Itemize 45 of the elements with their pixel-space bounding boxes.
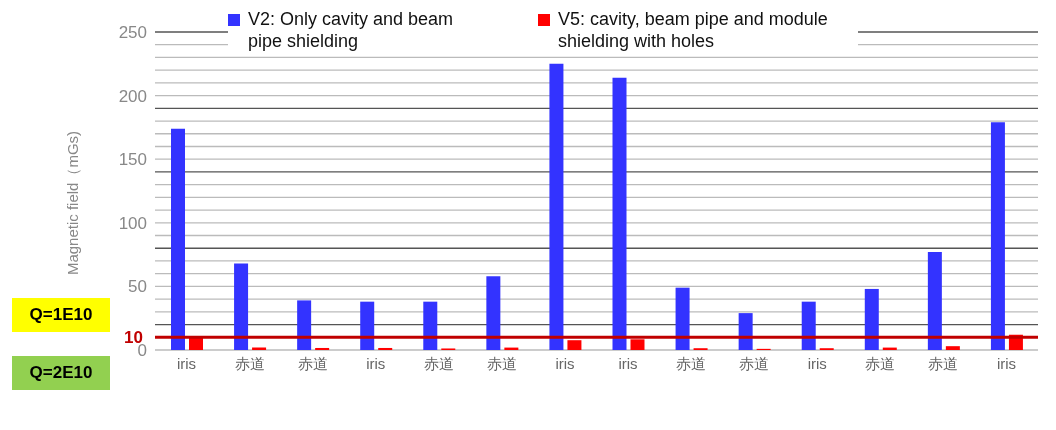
bar (549, 63, 564, 350)
x-tick-label: iris (555, 354, 575, 372)
x-tick-label: iris (618, 354, 638, 372)
x-tick-label: iris (176, 354, 197, 372)
bar (360, 301, 375, 350)
bar (801, 301, 816, 350)
y-axis-title: Magnetic field（mGs) (64, 130, 81, 276)
bar (171, 128, 185, 350)
bar (315, 347, 330, 350)
x-tick-label: iris (366, 354, 386, 372)
bar (612, 77, 627, 350)
bar (990, 122, 1005, 350)
bar (189, 337, 203, 350)
bar (252, 347, 267, 350)
x-tick-label: 赤道 (234, 354, 265, 372)
bar (423, 301, 438, 350)
text: Q=1E10 (12, 298, 110, 332)
x-tick-label: iris (807, 354, 827, 372)
x-tick-label: 赤道 (865, 354, 896, 372)
x-tick-label: 赤道 (928, 354, 959, 372)
y-tick-label: 50 (128, 277, 147, 297)
x-tick-label: 赤道 (676, 354, 707, 372)
x-tick-label: 赤道 (486, 354, 517, 372)
bar (567, 340, 582, 350)
legend-label: V2: Only cavity and beam pipe shielding (248, 8, 455, 52)
y-tick-label: 250 (118, 23, 147, 43)
y-tick-label: 100 (118, 213, 147, 233)
bar (630, 339, 645, 350)
bar (378, 347, 393, 350)
x-tick-label: iris (996, 354, 1017, 372)
bar (864, 288, 879, 350)
bar (738, 313, 753, 350)
bar (945, 346, 960, 350)
x-tick-label: 赤道 (297, 354, 328, 372)
bar (297, 300, 312, 350)
y-tick-label: 200 (118, 86, 147, 106)
y-tick-label: 150 (118, 150, 147, 170)
text: Q=2E10 (12, 356, 110, 390)
bar (675, 287, 690, 350)
bar (234, 263, 249, 350)
bar (486, 276, 501, 350)
legend-label: V5: cavity, beam pipe and module shielding with holes (558, 8, 829, 52)
bar (927, 252, 942, 350)
x-tick-label: 赤道 (423, 354, 454, 372)
x-tick-label: 赤道 (739, 354, 770, 372)
